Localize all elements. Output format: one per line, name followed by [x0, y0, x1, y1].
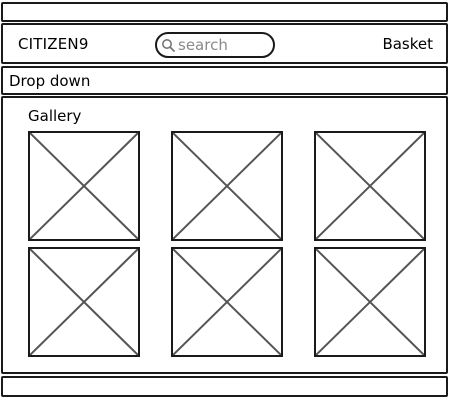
gallery-grid: [28, 131, 426, 357]
gallery-image[interactable]: [28, 247, 140, 357]
dropdown-menu[interactable]: Drop down: [9, 72, 91, 90]
gallery-title: Gallery: [28, 107, 82, 125]
image-placeholder-icon: [30, 133, 138, 239]
footer: [1, 376, 448, 397]
main-content: Gallery: [1, 96, 448, 374]
search-input[interactable]: [178, 36, 268, 54]
gallery-image[interactable]: [314, 247, 426, 357]
image-placeholder-icon: [316, 249, 424, 355]
gallery-image[interactable]: [171, 131, 283, 241]
gallery-image[interactable]: [314, 131, 426, 241]
image-placeholder-icon: [30, 249, 138, 355]
dropdown-bar: Drop down: [1, 66, 448, 95]
image-placeholder-icon: [316, 133, 424, 239]
brand-logo[interactable]: CITIZEN9: [18, 35, 89, 53]
header: CITIZEN9 Basket: [1, 23, 448, 64]
gallery-image[interactable]: [28, 131, 140, 241]
basket-link[interactable]: Basket: [382, 35, 433, 53]
gallery-image[interactable]: [171, 247, 283, 357]
image-placeholder-icon: [173, 133, 281, 239]
top-bar: [1, 2, 448, 22]
image-placeholder-icon: [173, 249, 281, 355]
search-box[interactable]: [155, 32, 275, 58]
search-icon: [162, 39, 175, 52]
